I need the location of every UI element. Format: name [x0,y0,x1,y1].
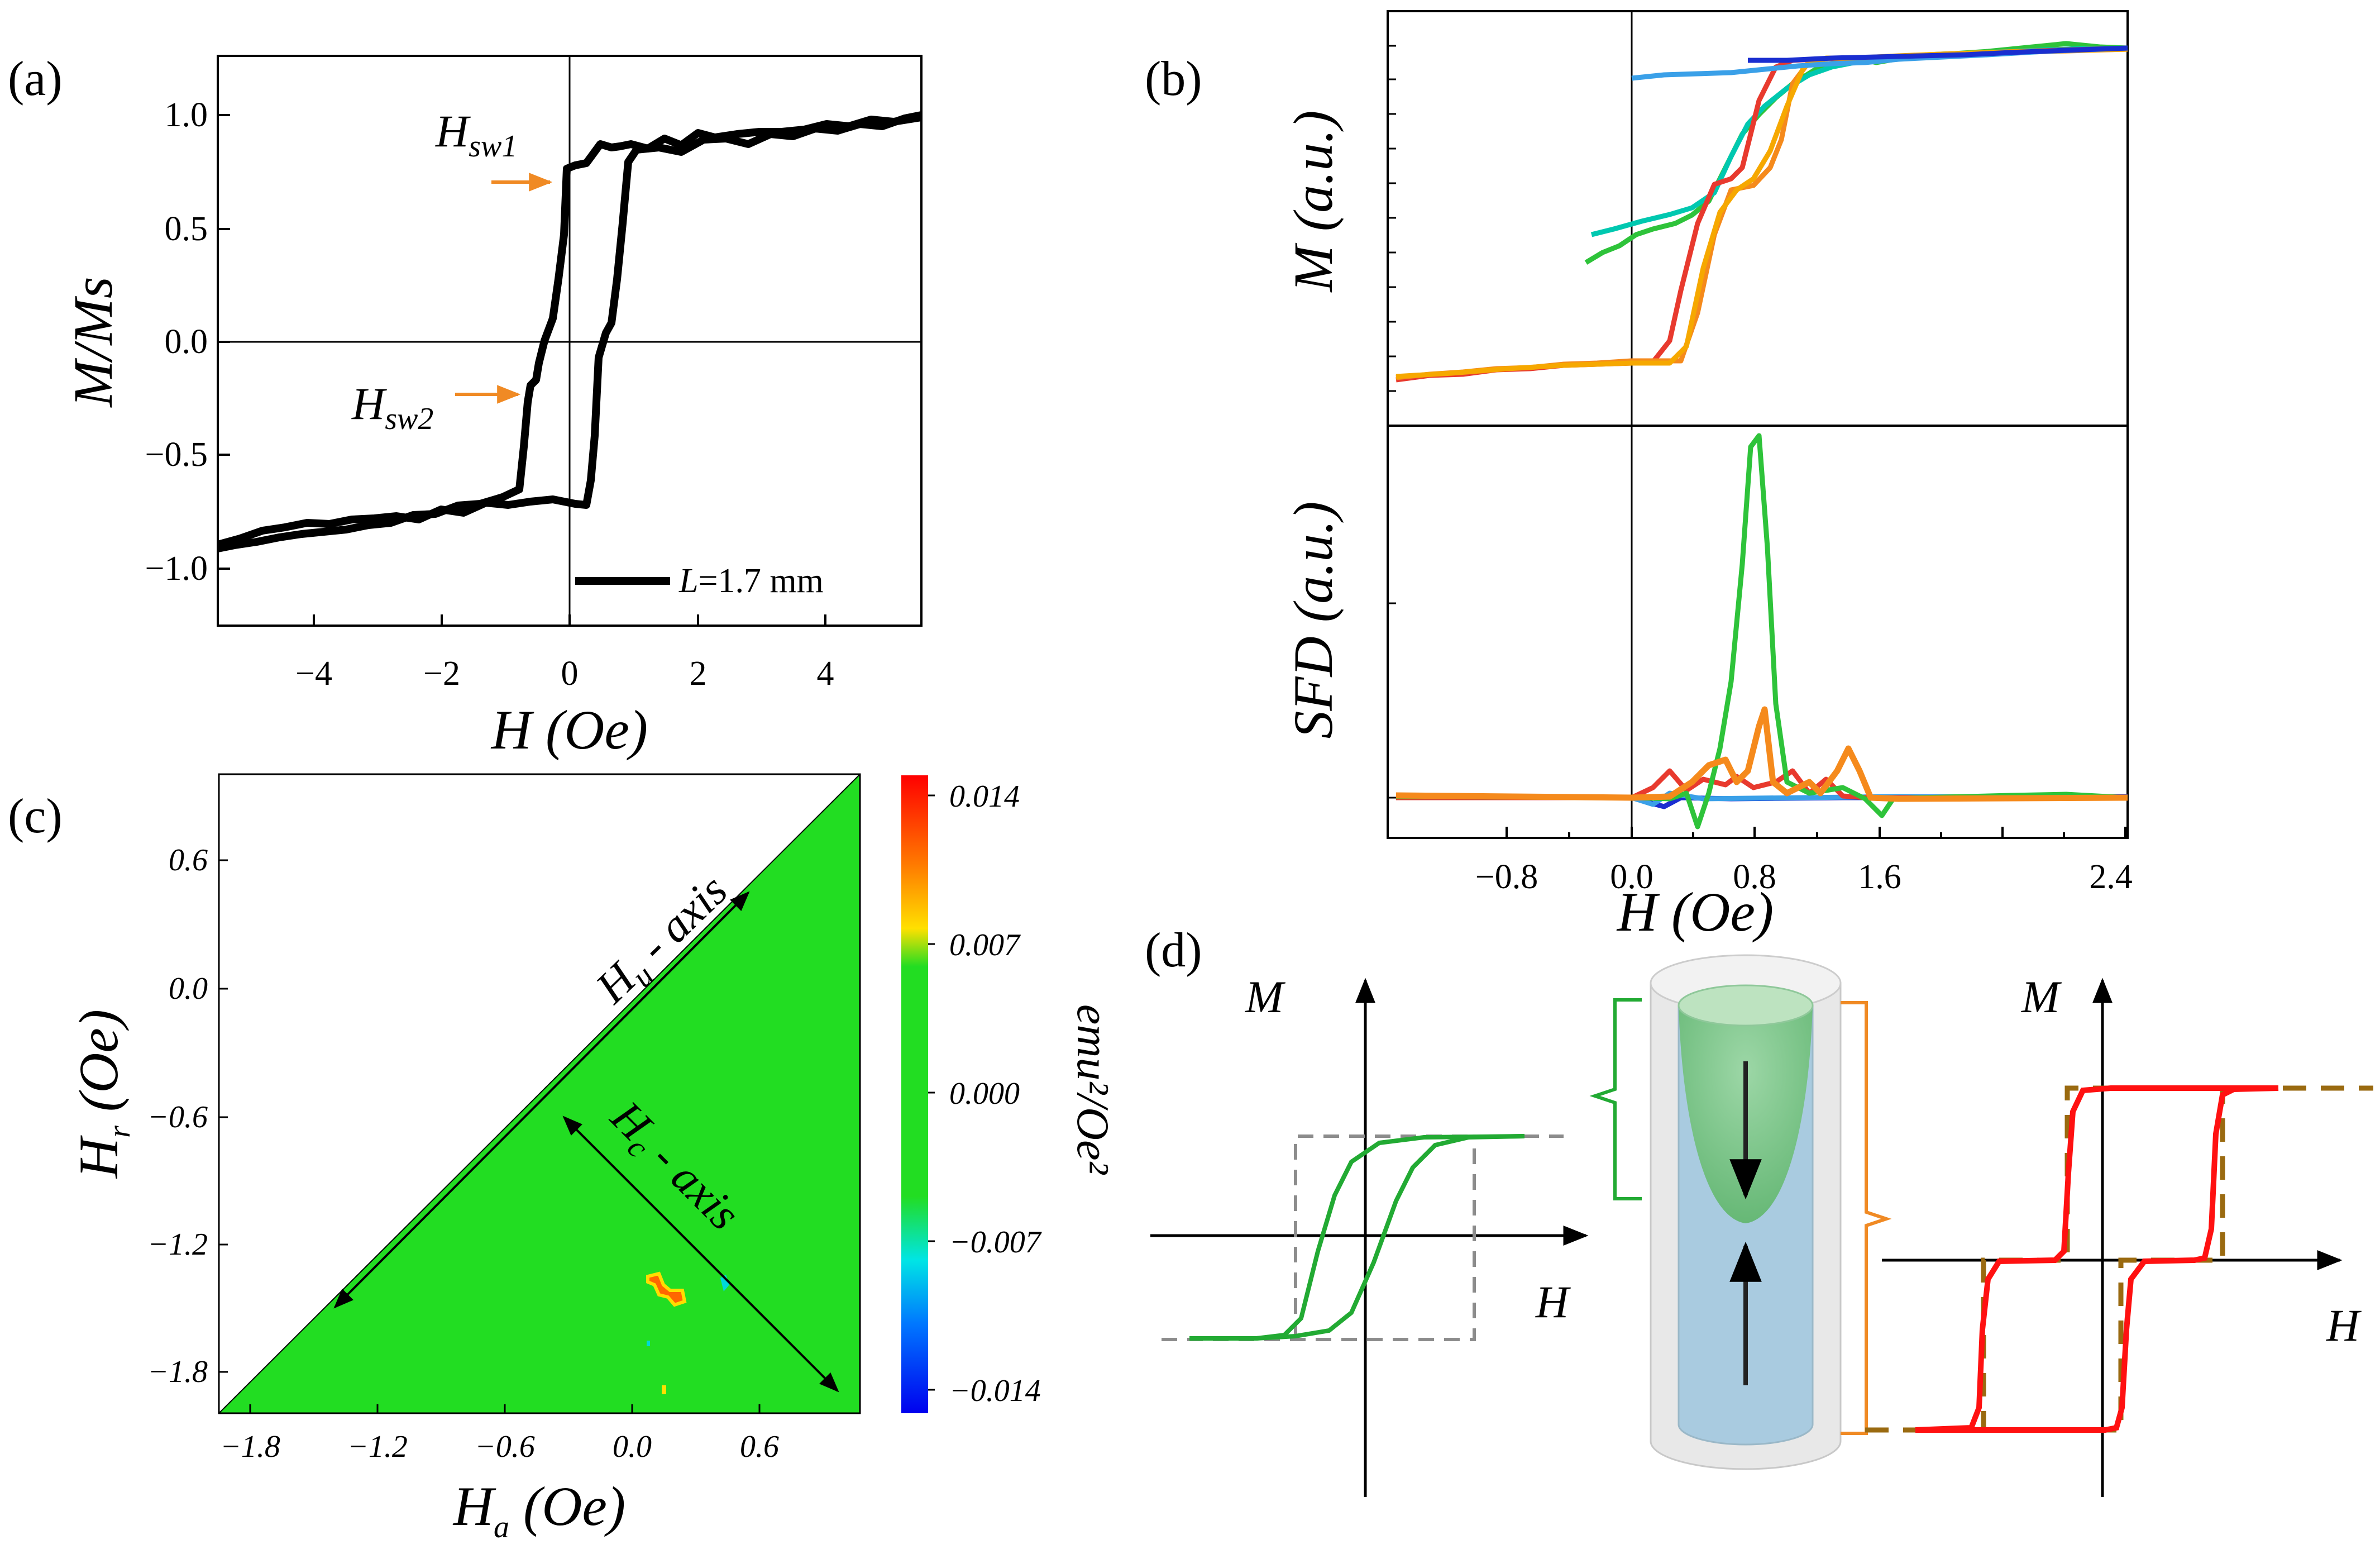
panel-b-bottom-curves [1395,433,2128,830]
panel-a-xtick-label: −2 [423,655,460,693]
panel-d-nanowire [1589,954,1892,1470]
panel-a-descending-branch [217,113,923,552]
left-H-label: H [1535,1276,1571,1327]
hc-axis-arrow [562,1116,839,1393]
panel-b-xtick-label: 0.0 [1610,858,1653,896]
panel-b-xtick-labels: −0.8 0.0 0.8 1.6 2.4 [1475,858,2133,896]
panel-b-bottom-curve-green [1395,433,2128,830]
panel-c-ytick-label: −0.6 [147,1100,208,1134]
panel-b-xtick-label: 1.6 [1858,858,1901,896]
colorbar-tick-label: 0.014 [949,779,1020,814]
hsw1-label: Hsw1 [435,106,517,164]
panel-a-curves [217,111,923,552]
panel-d-label: (d) [1145,923,1202,978]
panel-b-top-curve-blue [1748,45,2128,63]
panel-a-xlabel: H (Oe) [490,699,648,761]
panel-c-ytick-label: 0.6 [169,843,208,878]
panel-c-xtick-label: −1.2 [347,1429,408,1464]
panel-c-xtick-label: −0.6 [475,1429,535,1464]
panel-c: (c) Hu - axis Hc - axis −1.8 −1.2 −0.6 0… [8,773,1119,1545]
left-dashed-box [1162,1134,1564,1341]
panel-b-xtick-label: 0.8 [1733,858,1776,896]
panel-c-colorbar: 0.014 0.007 0.000 −0.007 −0.014 emu²/Oe² [901,775,1119,1413]
panel-b-top-curve-red [1395,45,2128,383]
panel-b-xtick-label: 2.4 [2089,858,2133,896]
right-M-label: M [2021,971,2062,1022]
panel-b-top-frame [1387,10,2129,427]
panel-b-xticks [1506,827,2126,838]
hu-axis-arrow [333,891,750,1309]
panel-b-bottom-curve-orange [1395,706,2128,802]
left-green-loop-upper [1189,1134,1525,1341]
colorbar-tick-label: 0.000 [949,1076,1020,1111]
panel-c-label: (c) [8,789,63,843]
green-brace [1589,998,1642,1200]
panel-a: (a) −4 −2 0 2 4 1.0 0.5 0.0 −0.5 −1.0 [8,52,923,761]
panel-c-xtick-label: 0.0 [613,1429,652,1464]
colorbar-label: emu²/Oe² [1068,1004,1119,1175]
panel-a-ascending-branch [217,111,923,549]
panel-c-xtick-label: 0.6 [740,1429,779,1464]
cylinder-inner-top [1678,984,1814,1027]
right-H-label: H [2326,1300,2362,1351]
panel-a-xtick-label: −4 [295,655,332,693]
panel-b-ylabel-top: M (a.u.) [1282,111,1344,293]
panel-b-top-yticks [1388,45,1396,392]
panel-c-ytick-labels: 0.6 0.0 −0.6 −1.2 −1.8 [147,843,208,1389]
panel-b-bottom-yticks [1388,602,1396,799]
right-red-loop-a [1915,1085,2279,1433]
panel-a-xtick-label: 0 [561,655,579,693]
panel-a-ytick-label: 0.5 [165,210,208,248]
colorbar-tick-label: 0.007 [949,928,1021,962]
panel-d: (d) M H [1145,923,2373,1497]
hsw2-label: Hsw2 [351,378,433,436]
legend-text: L=1.7 mm [678,562,824,600]
panel-a-ytick-label: −0.5 [145,436,208,474]
left-M-label: M [1245,971,1286,1022]
panel-a-ylabel: M/Ms [62,277,124,408]
panel-c-ytick-label: 0.0 [169,971,208,1006]
panel-b-bottom-frame [1387,425,2129,839]
panel-d-left-loop: M H [1150,971,1589,1497]
panel-a-yticks: 1.0 0.5 0.0 −0.5 −1.0 [145,96,230,588]
panel-c-xticks [249,1404,761,1413]
panel-a-xtick-label: 4 [817,655,834,693]
panel-a-xtick-label: 2 [690,655,707,693]
colorbar-tick-label: −0.007 [949,1225,1042,1260]
panel-c-speck [662,1385,666,1394]
panel-a-hsw1-annotation: Hsw1 [435,106,553,192]
colorbar-gradient [901,775,928,1413]
panel-c-ytick-label: −1.8 [147,1355,208,1389]
panel-b-top-curves [1395,41,2128,383]
colorbar-tick-label: −0.014 [949,1374,1041,1408]
panel-a-label: (a) [8,52,63,106]
panel-c-xtick-label: −1.8 [220,1429,280,1464]
panel-c-xlabel: Ha (Oe) [452,1475,625,1545]
panel-a-ytick-label: 1.0 [165,96,208,134]
panel-a-xticks: −4 −2 0 2 4 [295,614,834,693]
panel-c-frame [218,773,861,1414]
panel-b-xtick-label: −0.8 [1475,858,1538,896]
panel-c-speck [647,1341,650,1346]
panel-b-ylabel-bottom: SFD (a.u.) [1282,502,1344,739]
orange-brace [1841,1001,1892,1435]
panel-b-xlabel: H (Oe) [1616,881,1774,943]
panel-a-ytick-label: 0.0 [165,323,208,361]
right-red-loop-b [1915,1085,2278,1433]
panel-a-legend: L=1.7 mm [575,562,824,600]
panel-c-ytick-label: −1.2 [147,1227,208,1262]
panel-a-hsw2-annotation: Hsw2 [351,378,521,436]
panel-b-label: (b) [1145,52,1202,106]
panel-c-ylabel: Hr (Oe) [68,1009,137,1179]
panel-a-ytick-label: −1.0 [145,550,208,588]
panel-d-right-loop: M H [1865,971,2373,1497]
panel-b: (b) −0.8 0.0 0.8 1.6 2. [1145,10,2133,943]
panel-c-xtick-labels: −1.8 −1.2 −0.6 0.0 0.6 [220,1429,779,1464]
panel-c-yticks [219,859,228,1373]
